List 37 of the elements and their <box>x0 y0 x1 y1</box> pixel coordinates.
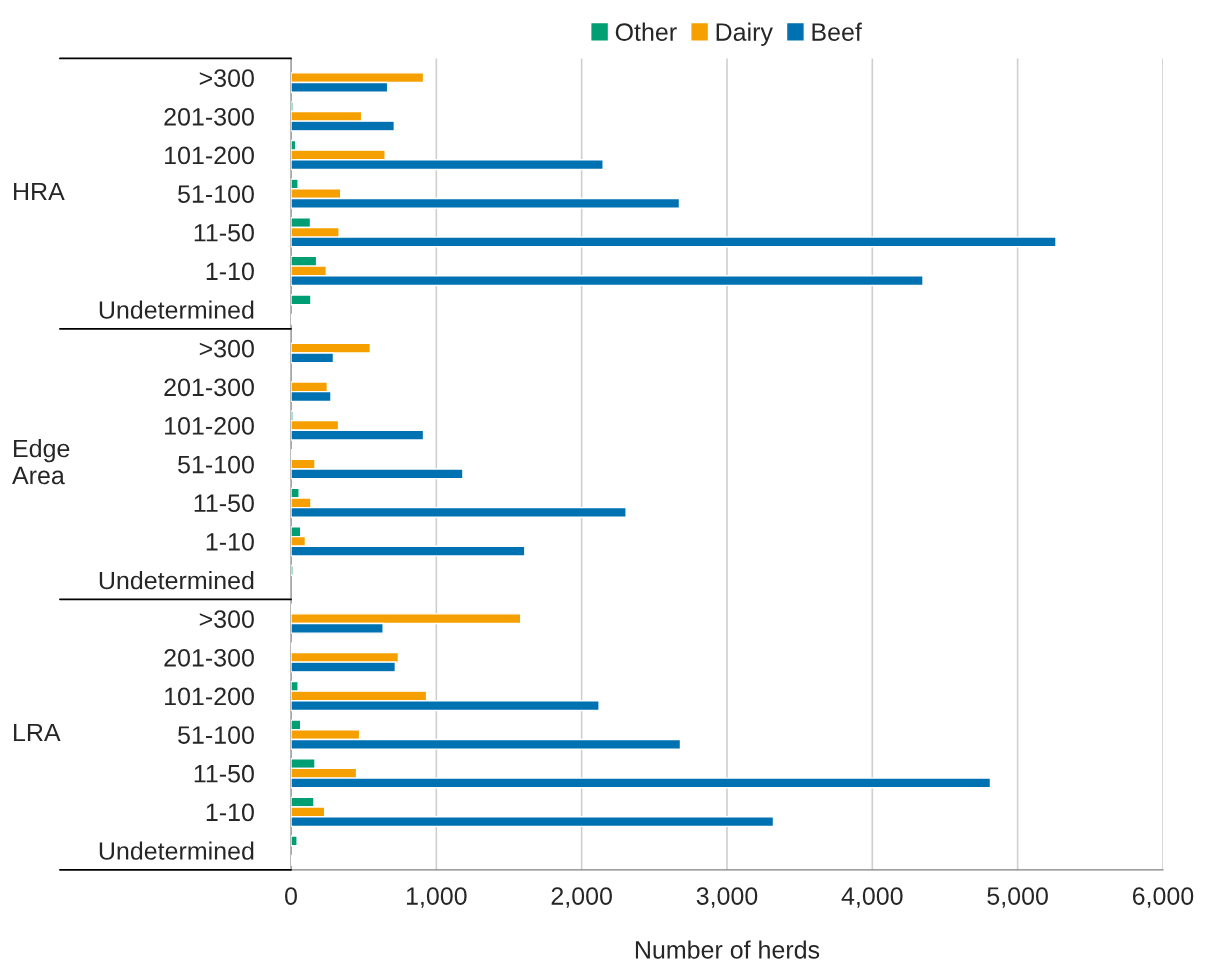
y-tick-label: 101-200 <box>165 146 254 165</box>
x-tick-label: 3,000 <box>696 887 758 908</box>
text: LRA <box>14 723 61 742</box>
y-tick-label: Undetermined <box>99 841 254 860</box>
y-tick-label: Undetermined <box>99 300 254 319</box>
y-tick-label: 51-100 <box>178 726 254 744</box>
x-tick-label: 5,000 <box>987 887 1048 908</box>
legend-label: Dairy <box>716 22 773 46</box>
y-tick-label: 11-50 <box>194 223 254 242</box>
y-tick-label: 1-10 <box>206 533 254 551</box>
x-axis-title: Number of herds <box>635 940 820 959</box>
y-tick-label: 201-300 <box>164 378 254 397</box>
text: HRA <box>14 182 65 201</box>
y-tick-label: 1-10 <box>206 803 254 822</box>
y-tick-label: >300 <box>199 69 254 88</box>
text: Edge Area <box>12 439 70 485</box>
bar <box>291 835 298 847</box>
x-tick-label: 2,000 <box>551 887 612 908</box>
legend-label: Other <box>615 22 677 41</box>
y-tick-label: 1-10 <box>206 262 254 281</box>
y-tick-label: 11-50 <box>194 494 254 513</box>
x-tick-label: 6,000 <box>1132 887 1194 908</box>
y-tick-label: 201-300 <box>164 648 254 667</box>
y-tick-label: 51-100 <box>178 455 254 474</box>
y-tick-label: 11-50 <box>194 764 254 783</box>
y-tick-label: 51-100 <box>178 185 254 203</box>
y-tick-label: 101-200 <box>165 417 254 435</box>
y-tick-label: >300 <box>199 610 254 628</box>
bar <box>291 294 312 306</box>
y-tick-label: >300 <box>199 339 254 358</box>
y-tick-label: 201-300 <box>164 107 254 126</box>
x-tick-label: 4,000 <box>841 887 903 908</box>
y-tick-label: Undetermined <box>99 570 254 590</box>
legend-label: Beef <box>812 22 862 41</box>
x-tick-label: 1,000 <box>406 887 467 908</box>
y-tick-label: 101-200 <box>165 687 254 706</box>
x-tick-label: 0 <box>285 887 297 905</box>
